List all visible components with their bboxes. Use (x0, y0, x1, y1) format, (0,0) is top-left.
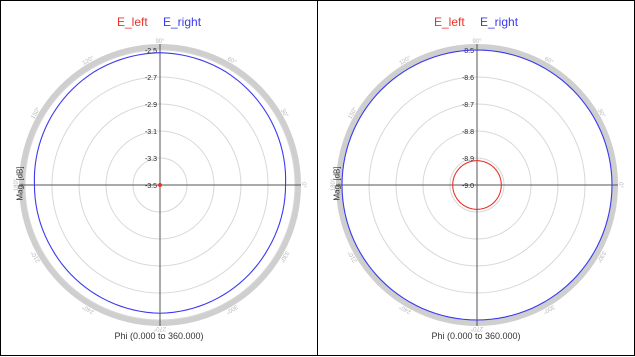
legend-entry-e-left: E_left (116, 15, 148, 29)
angle-tick-label: 90° (472, 39, 482, 45)
radial-tick-label: -8.8 (462, 129, 474, 136)
legend: E_left E_right (1, 15, 317, 29)
angle-tick-label: 180° (14, 178, 20, 191)
angle-tick-label: 330° (278, 250, 290, 264)
radial-tick-label: -8.6 (462, 75, 474, 82)
series-e-right (341, 49, 613, 321)
angle-tick-label: 0° (617, 182, 623, 188)
angle-tick-label: 120° (82, 55, 96, 67)
legend-entry-e-right: E_right (480, 15, 519, 29)
angle-tick-label: 270° (470, 325, 483, 331)
angle-tick-label: 30° (596, 108, 606, 119)
angle-tick-label: 270° (153, 325, 166, 331)
series-e-right (33, 52, 287, 314)
radial-tick-label: -9.0 (462, 183, 474, 190)
radial-tick-label: -2.7 (145, 75, 157, 82)
radial-tick-label: -3.1 (145, 129, 157, 136)
y-axis-label: Mag. [dB] (15, 166, 25, 201)
legend: E_left E_right (318, 15, 634, 29)
radial-tick-label: -8.9 (462, 156, 474, 163)
angle-tick-label: 300° (224, 303, 238, 315)
series-e-left (452, 160, 502, 210)
radial-tick-label: -2.9 (145, 102, 157, 109)
series-e-left (158, 183, 162, 187)
y-axis-label: Mag. [dB] (332, 166, 342, 201)
polar-plot: 0° 30° 60° 90° 120° 150° 180° 210° 240° 270° 300° 3… (331, 39, 623, 331)
polar-chart-panel-right: E_left E_right 0° 30° 60° 90° 120° 150° 180° 21… (317, 0, 635, 356)
angle-tick-label: 240° (81, 303, 95, 315)
angle-tick-label: 180° (331, 178, 337, 191)
angle-tick-label: 30° (279, 108, 289, 119)
radial-tick-label: -8.5 (462, 48, 474, 55)
legend-entry-e-left: E_left (433, 15, 465, 29)
angle-tick-label: 210° (30, 249, 42, 263)
radial-tick-label: -3.5 (145, 183, 157, 190)
angle-tick-label: 90° (155, 39, 165, 45)
legend-entry-e-right: E_right (163, 15, 202, 29)
radial-tick-label: -8.7 (462, 102, 474, 109)
angle-tick-label: 0° (300, 182, 306, 188)
angle-tick-label: 60° (543, 56, 554, 66)
radial-tick-label: -2.5 (145, 48, 157, 55)
angle-tick-label: 60° (226, 56, 237, 66)
x-axis-label: Phi (0.000 to 360.000) (114, 331, 204, 341)
angle-tick-label: 210° (347, 249, 359, 263)
angle-tick-label: 330° (595, 250, 607, 264)
angle-tick-label: 150° (347, 106, 359, 120)
polar-chart-panel-left: E_left E_right 0° 30° 60° 90° 120° 150° 180° 21… (0, 0, 318, 356)
angle-tick-label: 150° (30, 106, 42, 120)
angle-tick-label: 300° (541, 303, 555, 315)
radial-tick-label: -3.3 (145, 156, 157, 163)
angle-tick-label: 120° (399, 55, 413, 67)
x-axis-label: Phi (0.000 to 360.000) (431, 331, 521, 341)
angle-tick-label: 240° (398, 303, 412, 315)
polar-plot: 0° 30° 60° 90° 120° 150° 180° 210° 240° 270° 300° 3… (14, 39, 306, 331)
